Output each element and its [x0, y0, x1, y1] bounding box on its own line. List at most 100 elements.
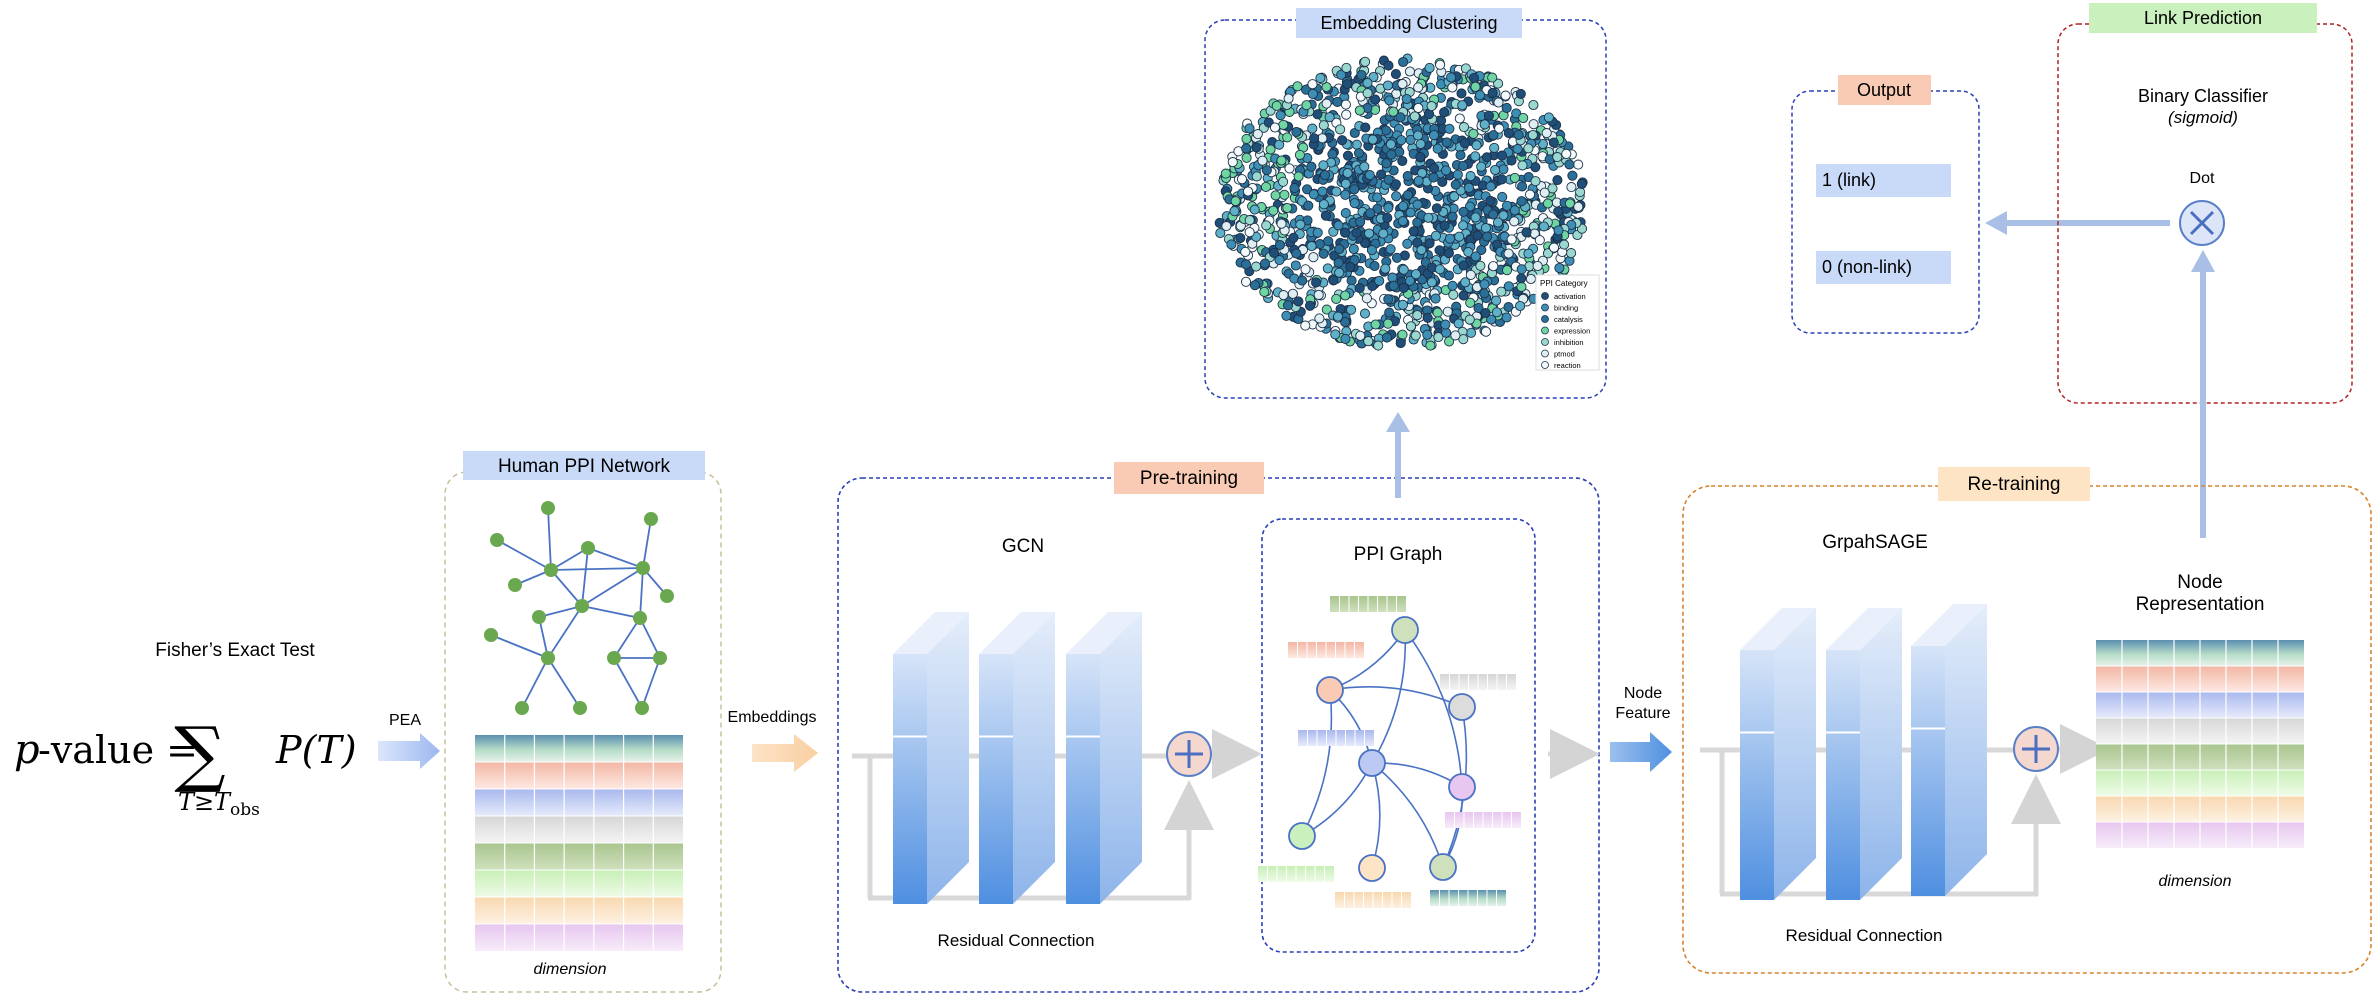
- cluster-point: [1454, 113, 1465, 124]
- cluster-point: [1523, 248, 1534, 259]
- cluster-point: [1341, 62, 1352, 73]
- cluster-point: [1470, 212, 1481, 223]
- cluster-point: [1573, 159, 1584, 170]
- cluster-point: [1473, 302, 1484, 314]
- cluster-point: [1336, 69, 1347, 80]
- cluster-point: [1458, 160, 1469, 171]
- output-link-box: [1816, 164, 1951, 197]
- cluster-point: [1422, 312, 1433, 323]
- ppi-graph-edge: [1369, 762, 1382, 870]
- cluster-point: [1415, 151, 1426, 163]
- cluster-point: [1348, 243, 1359, 255]
- cluster-point: [1229, 206, 1240, 217]
- cluster-point: [1251, 171, 1262, 182]
- slab-front: [979, 654, 1013, 904]
- cluster-point: [1318, 120, 1329, 131]
- cluster-point: [1300, 320, 1311, 331]
- ppi-edge: [642, 518, 652, 569]
- graphsage-layers: [1740, 604, 1987, 900]
- cluster-point: [1390, 69, 1401, 80]
- cluster-point: [1307, 123, 1318, 134]
- cluster-point: [1271, 100, 1282, 111]
- cluster-point: [1274, 239, 1285, 251]
- cluster-point: [1479, 288, 1490, 299]
- cluster-point: [1455, 150, 1466, 161]
- cluster-point: [1361, 293, 1372, 304]
- cluster-legend-item: ptmod: [1554, 350, 1575, 359]
- ppi-node: [636, 561, 650, 575]
- ppi-graph-node: [1358, 854, 1386, 882]
- ppi-edge: [490, 634, 549, 659]
- cluster-point: [1308, 252, 1319, 263]
- cluster-point: [1317, 133, 1328, 144]
- cluster-point: [1456, 88, 1467, 99]
- cluster-point: [1270, 190, 1281, 201]
- cluster-point: [1295, 219, 1306, 230]
- cluster-point: [1405, 321, 1417, 332]
- ppi-graph-edge: [1371, 762, 1446, 869]
- cluster-point: [1496, 286, 1507, 297]
- cluster-point: [1354, 283, 1365, 294]
- ppi-node: [633, 611, 647, 625]
- cluster-point: [1369, 260, 1380, 272]
- cluster-point: [1339, 227, 1351, 238]
- cluster-point: [1457, 100, 1468, 111]
- cluster-point: [1291, 248, 1302, 259]
- cluster-point: [1566, 182, 1577, 193]
- cluster-point: [1493, 97, 1504, 108]
- up-arrow-dot: [2191, 250, 2215, 538]
- cluster-point: [1452, 169, 1463, 180]
- cluster-point: [1244, 215, 1255, 226]
- ppi-graph-diagram: [1258, 596, 1521, 908]
- ppi-edge: [550, 569, 583, 607]
- cluster-point: [1373, 340, 1384, 351]
- cluster-point: [1274, 255, 1285, 266]
- cluster-point: [1402, 190, 1413, 201]
- retraining-panel: Re-training GrpahSAGE Residual Connectio…: [1682, 467, 2372, 974]
- cluster-point: [1302, 184, 1313, 195]
- cluster-point: [1494, 123, 1505, 134]
- cluster-point: [1548, 137, 1559, 148]
- cluster-point: [1439, 220, 1450, 231]
- cluster-point: [1251, 142, 1262, 153]
- cluster-point: [1304, 300, 1316, 311]
- cluster-point: [1532, 260, 1543, 272]
- clustering-title: Embedding Clustering: [1320, 13, 1497, 33]
- cluster-point: [1278, 119, 1289, 130]
- cluster-point: [1444, 233, 1456, 244]
- cluster-point: [1441, 165, 1452, 176]
- cluster-point: [1370, 319, 1381, 330]
- sigmoid-label: (sigmoid): [2168, 108, 2238, 127]
- slab-top: [1826, 608, 1902, 650]
- cluster-point: [1384, 307, 1395, 318]
- cluster-point: [1342, 167, 1353, 179]
- cluster-point: [1479, 119, 1490, 130]
- embeddings-arrow: Embeddings: [728, 709, 818, 772]
- cluster-point: [1428, 172, 1439, 183]
- cluster-point: [1215, 228, 1226, 239]
- cluster-point: [1282, 202, 1293, 214]
- ppi-edge: [547, 657, 581, 709]
- cluster-point: [1362, 77, 1373, 89]
- ppi-graph-title: PPI Graph: [1354, 544, 1443, 565]
- human-ppi-matrix-row: [475, 816, 683, 843]
- cluster-point: [1501, 312, 1512, 323]
- cluster-point: [1241, 143, 1252, 154]
- cluster-point: [1486, 314, 1497, 325]
- cluster-point: [1539, 187, 1550, 198]
- output-title-bg: [1838, 75, 1931, 105]
- cluster-point: [1475, 260, 1486, 271]
- formula-p: p: [14, 727, 40, 773]
- clustering-title-bg: [1296, 8, 1522, 38]
- cluster-point: [1404, 66, 1415, 77]
- cluster-point: [1530, 176, 1541, 187]
- cluster-point: [1328, 275, 1339, 286]
- cluster-point: [1312, 227, 1323, 238]
- cluster-point: [1363, 336, 1374, 347]
- cluster-point: [1395, 338, 1406, 349]
- cluster-point: [1496, 174, 1507, 185]
- cluster-point: [1428, 163, 1440, 174]
- cluster-point: [1534, 235, 1545, 246]
- cluster-point: [1553, 206, 1564, 217]
- cluster-point: [1288, 232, 1299, 243]
